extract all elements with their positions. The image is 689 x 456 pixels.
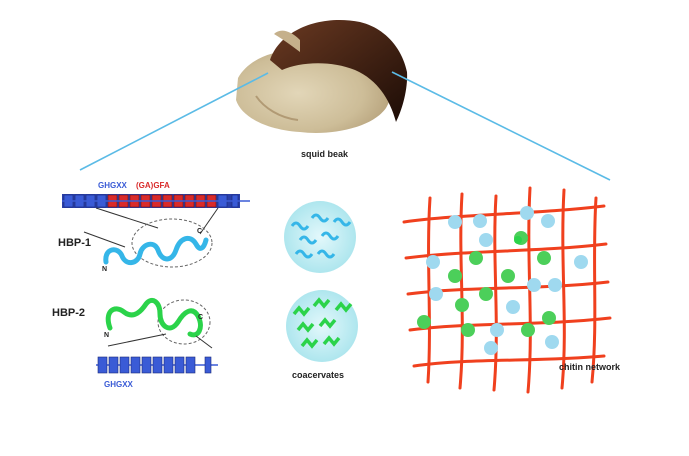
motif-label-blue: GHGXX xyxy=(98,181,127,190)
hbp1-blob-outline xyxy=(131,218,213,268)
coacervate-droplet-hbp2 xyxy=(286,290,358,362)
hbp1-label: HBP-1 xyxy=(58,237,92,249)
hbp1-c-terminus: C xyxy=(197,228,203,235)
motif-label-red: (GA)GFA xyxy=(136,181,170,190)
hbp2-blob-outline xyxy=(157,299,211,345)
hbp2-domain-bar xyxy=(96,356,218,374)
hbp1-domain-bar xyxy=(62,194,250,208)
squid-beak-image xyxy=(236,19,408,133)
coacervates-label: coacervates xyxy=(292,370,345,380)
guide-line-right xyxy=(391,71,611,181)
hbp2-chain-detail xyxy=(105,297,213,349)
hbp2-n-terminus: N xyxy=(104,332,110,339)
coacervate-droplet-hbp1 xyxy=(284,201,356,273)
chitin-network-label: chitin network xyxy=(559,362,621,372)
motif-label-bottom: GHGXX xyxy=(104,380,133,389)
hbp1-n-terminus: N xyxy=(102,266,108,273)
hbp2-c-terminus: C xyxy=(198,314,204,321)
chitin-bound-particles xyxy=(417,206,588,355)
guide-line-left xyxy=(79,72,269,171)
squid-beak-label: squid beak xyxy=(301,149,349,159)
hbp1-chain-detail xyxy=(83,207,219,268)
hbp2-label: HBP-2 xyxy=(52,307,86,319)
